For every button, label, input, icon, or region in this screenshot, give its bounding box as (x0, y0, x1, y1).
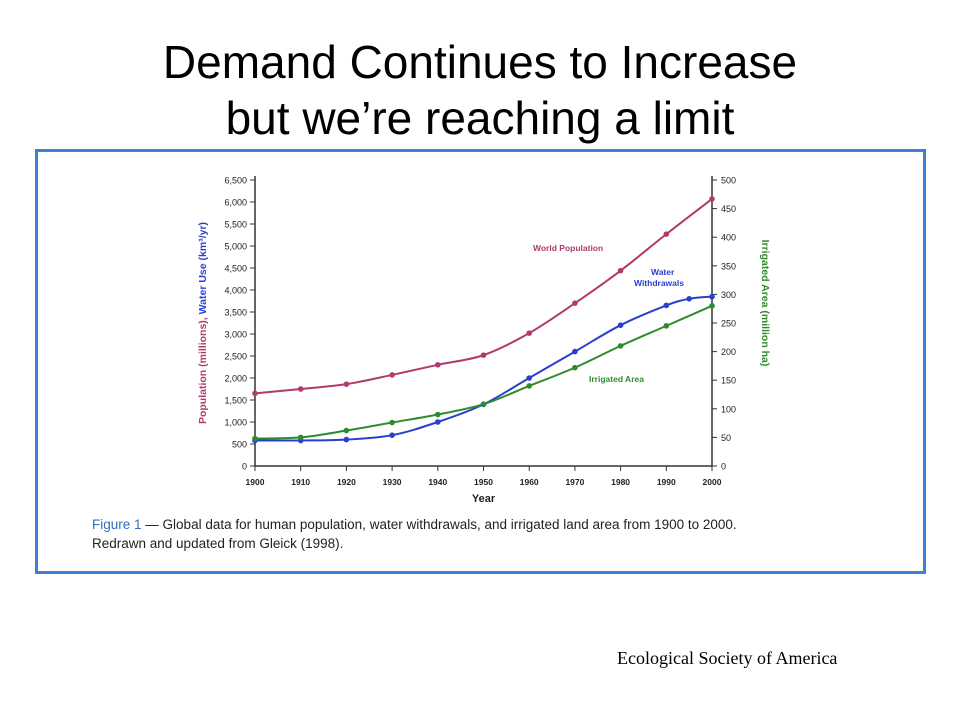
figure-caption: Figure 1 — Global data for human populat… (92, 515, 912, 553)
population-line (254, 198, 713, 395)
irrigated-area-point (480, 401, 487, 408)
x-tick-label: 1950 (474, 477, 493, 487)
slide-title-line2: but we’re reaching a limit (225, 92, 735, 144)
irrigated-area-point (389, 419, 395, 426)
left-tick-label: 500 (232, 440, 247, 450)
irrigated-area-point (663, 323, 670, 329)
x-tick-label: 1930 (383, 477, 402, 487)
caption-line1: — Global data for human population, wate… (145, 517, 737, 532)
x-tick-label: 1960 (520, 477, 539, 487)
population-point (663, 231, 670, 237)
left-axis-title: Population (millions), Water Use (km³/yr… (197, 222, 209, 424)
right-tick-label: 100 (721, 404, 736, 414)
right-tick-label: 300 (721, 290, 736, 300)
left-tick-label: 5,500 (224, 220, 247, 230)
water-annotation-line1: Water (651, 267, 675, 277)
x-tick-label: 1910 (291, 477, 310, 487)
water-withdrawals-point (572, 348, 578, 355)
water-withdrawals-point (389, 432, 395, 439)
right-tick-label: 350 (721, 261, 736, 271)
population-point (480, 352, 487, 358)
x-tick-label: 1940 (428, 477, 447, 487)
caption-line2: Redrawn and updated from Gleick (1998). (92, 536, 344, 551)
water-withdrawals-point (435, 419, 441, 425)
figure-label: Figure 1 (92, 517, 142, 532)
population-point (435, 362, 441, 368)
left-tick-label: 6,000 (224, 198, 247, 208)
left-tick-label: 3,000 (224, 330, 247, 340)
irrigated-area-point (343, 427, 350, 434)
population-annotation: World Population (533, 243, 603, 253)
water-withdrawals-point (617, 322, 624, 329)
chart-series (252, 196, 715, 444)
x-axis-title: Year (472, 493, 496, 505)
population-point (617, 267, 624, 274)
population-point (297, 386, 304, 392)
water-withdrawals-point (526, 375, 532, 381)
left-tick-label: 1,000 (224, 418, 247, 428)
left-tick-label: 4,000 (224, 286, 247, 296)
right-axis-title: Irrigated Area (million ha) (759, 240, 771, 367)
right-tick-label: 200 (721, 347, 736, 357)
water-withdrawals-point (663, 302, 670, 309)
slide-title-line1: Demand Continues to Increase (162, 36, 798, 88)
left-tick-label: 1,500 (224, 396, 247, 406)
irrigated-annotation: Irrigated Area (589, 374, 644, 384)
left-tick-label: 4,500 (224, 264, 247, 274)
irrigated-area-point (572, 364, 578, 371)
population-point (526, 330, 532, 336)
left-axis-title-population: Population (millions), (197, 314, 209, 424)
x-tick-label: 2000 (703, 477, 722, 487)
left-tick-label: 6,500 (224, 176, 247, 186)
x-tick-label: 1990 (657, 477, 676, 487)
source-credit: Ecological Society of America (617, 648, 838, 668)
left-axis-title-water: Water Use (km³/yr) (197, 222, 209, 314)
population-point (252, 390, 258, 397)
irrigated-area-point (252, 435, 258, 442)
irrigated-area-point (709, 303, 715, 309)
water-withdrawals-line (254, 295, 713, 442)
right-tick-label: 50 (721, 433, 731, 443)
right-tick-label: 250 (721, 319, 736, 329)
population-point (389, 372, 395, 378)
chart-labels: 05001,0001,5002,0002,5003,0003,5004,0004… (197, 176, 771, 506)
chart-axes (250, 176, 717, 471)
population-point (572, 300, 578, 307)
left-tick-label: 2,000 (224, 374, 247, 384)
right-tick-label: 150 (721, 376, 736, 386)
slide-title: Demand Continues to Increase but we’re r… (0, 34, 960, 146)
irrigated-area-line (254, 304, 713, 440)
left-tick-label: 2,500 (224, 352, 247, 362)
right-tick-label: 500 (721, 176, 736, 186)
irrigated-area-point (617, 343, 624, 349)
left-tick-label: 0 (242, 462, 247, 472)
title-area: Demand Continues to Increase but we’re r… (0, 0, 960, 146)
x-tick-label: 1920 (337, 477, 356, 487)
x-tick-label: 1900 (246, 477, 265, 487)
water-annotation-line2: Withdrawals (634, 278, 684, 288)
water-withdrawals-point (709, 293, 715, 300)
left-tick-label: 3,500 (224, 308, 247, 318)
left-tick-label: 5,000 (224, 242, 247, 252)
irrigated-area-point (526, 383, 532, 389)
water-withdrawals-point (343, 436, 350, 443)
x-tick-label: 1970 (565, 477, 584, 487)
right-tick-label: 400 (721, 233, 736, 243)
figure-frame (35, 149, 926, 574)
irrigated-area-point (435, 411, 441, 418)
irrigated-area-point (297, 434, 304, 441)
water-withdrawals-point (686, 296, 692, 302)
right-tick-label: 0 (721, 462, 726, 472)
population-point (343, 381, 350, 387)
x-tick-label: 1980 (611, 477, 630, 487)
population-point (709, 196, 715, 202)
right-tick-label: 450 (721, 204, 736, 214)
